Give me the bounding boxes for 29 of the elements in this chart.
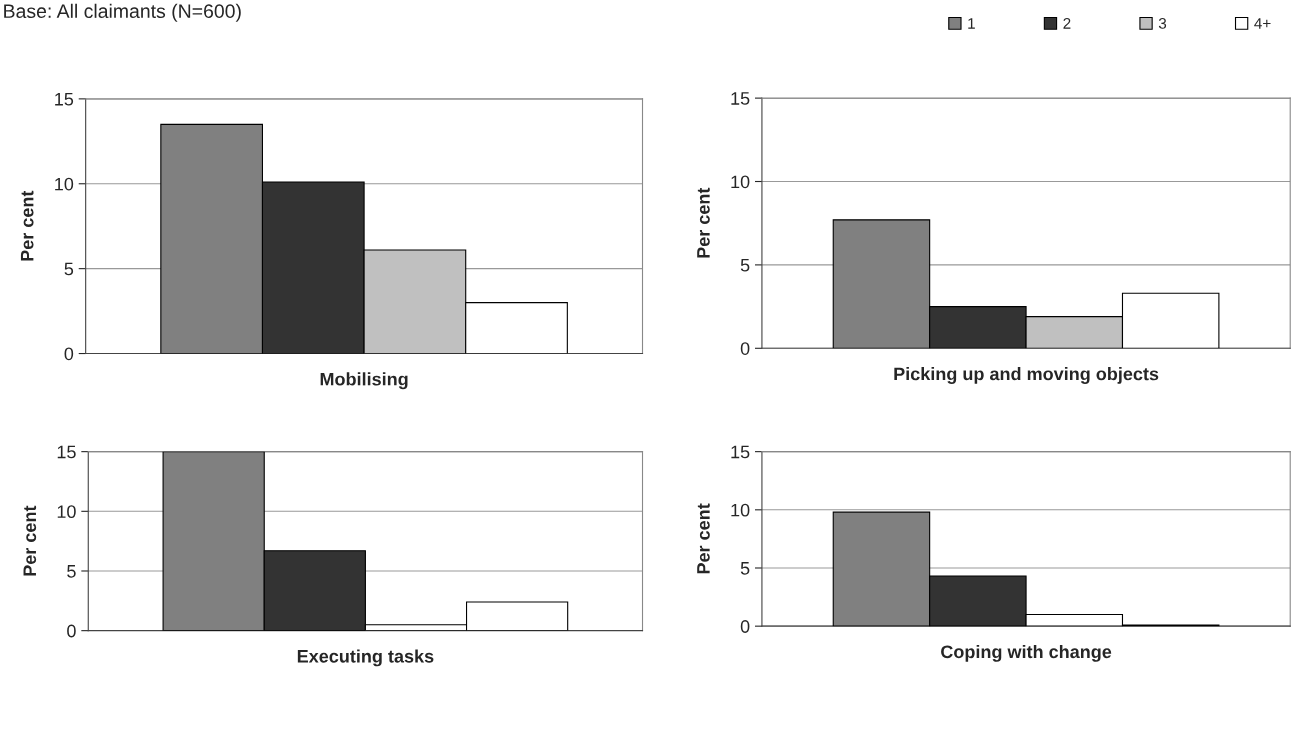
y-tick-label: 5: [64, 262, 74, 276]
y-tick-label: 10: [731, 175, 750, 189]
y-tick-label: 15: [55, 92, 74, 106]
y-tick-label: 5: [67, 565, 76, 578]
legend-label: 2: [1063, 17, 1071, 29]
y-tick-label: 10: [731, 503, 750, 517]
text: Base: All claimants (N=600): [4, 3, 241, 22]
x-axis-title: Picking up and moving objects: [894, 367, 1159, 384]
y-tick-label: 5: [740, 259, 750, 272]
y-tick-label: 0: [67, 624, 76, 638]
y-tick-label: 10: [57, 505, 76, 519]
legend-label: 1: [968, 18, 975, 29]
y-tick-label: 0: [64, 347, 74, 361]
legend-label: 3: [1158, 17, 1167, 29]
y-tick-label: 0: [740, 342, 750, 356]
x-axis-title: Executing tasks: [297, 649, 434, 667]
y-tick-label: 10: [55, 177, 74, 191]
y-tick-label: 15: [57, 445, 76, 459]
y-tick-label: 15: [731, 92, 750, 105]
x-axis-title: Mobilising: [320, 372, 408, 390]
y-tick-label: 5: [740, 562, 750, 575]
x-axis-title: Coping with change: [941, 644, 1112, 662]
legend-label: 4+: [1254, 18, 1271, 29]
y-axis-title: Per cent: [697, 187, 710, 258]
y-tick-label: 15: [731, 445, 750, 459]
y-tick-label: 0: [740, 620, 750, 633]
y-axis-title: Per cent: [697, 503, 710, 574]
y-axis-title: Per cent: [20, 190, 34, 261]
y-axis-title: Per cent: [23, 505, 37, 576]
